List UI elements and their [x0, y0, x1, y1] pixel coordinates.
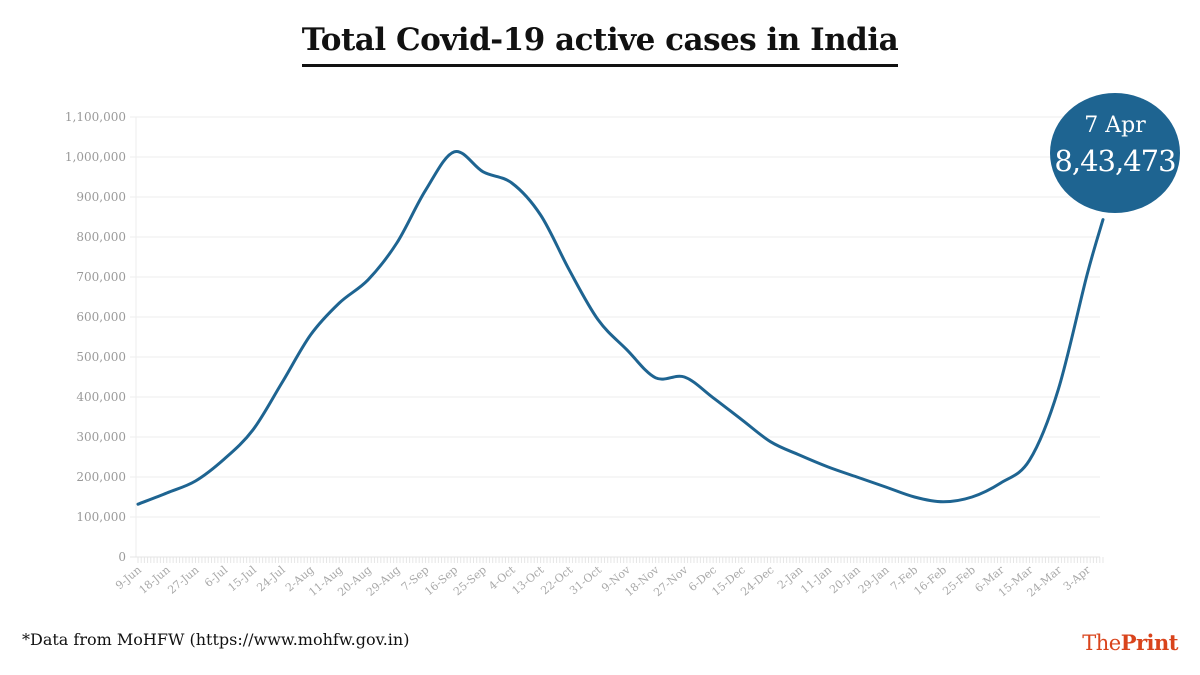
y-tick-label: 800,000: [76, 230, 126, 244]
x-tick-label: 27-Jun: [165, 563, 201, 596]
y-tick-label: 400,000: [76, 390, 126, 404]
y-tick-label: 500,000: [76, 350, 126, 364]
chart-title-wrap: Total Covid-19 active cases in India: [0, 22, 1200, 67]
x-tick-label: 29-Jan: [856, 563, 892, 596]
active-cases-line: [136, 150, 1105, 506]
x-tick-label: 11-Jan: [798, 563, 834, 596]
y-tick-label: 100,000: [76, 510, 126, 524]
x-tick-label: 15-Jul: [226, 563, 260, 594]
data-source-note: *Data from MoHFW (https://www.mohfw.gov.…: [22, 630, 410, 649]
y-tick-label: 900,000: [76, 190, 126, 204]
x-tick-label: 24-Dec: [738, 563, 776, 598]
y-tick-label: 200,000: [76, 470, 126, 484]
chart-title: Total Covid-19 active cases in India: [301, 22, 899, 67]
y-tick-label: 0: [118, 550, 126, 564]
y-axis-ticks: 0 100,000 200,000 300,000 400,000 500,000 600,…: [65, 110, 126, 564]
y-tick-label: 1,100,000: [65, 110, 126, 124]
logo-part-the: The: [1082, 631, 1121, 655]
x-tick-label: 20-Jan: [827, 563, 863, 596]
callout-date: 7 Apr: [1084, 113, 1146, 138]
latest-value-callout: 7 Apr 8,43,473: [1050, 93, 1180, 213]
y-tick-label: 1,000,000: [65, 150, 126, 164]
x-tick-label: 25-Feb: [940, 563, 978, 598]
x-tick-label: 18-Jun: [137, 563, 173, 596]
x-tick-label: 25-Sep: [451, 563, 489, 598]
y-tick-label: 600,000: [76, 310, 126, 324]
x-axis-minor-ticks: [137, 557, 1104, 563]
theprint-logo: ThePrint: [1082, 630, 1178, 655]
y-tick-label: 700,000: [76, 270, 126, 284]
y-tick-label: 300,000: [76, 430, 126, 444]
x-tick-label: 24-Jul: [254, 563, 288, 594]
x-tick-label: 3-Apr: [1061, 563, 1094, 593]
callout-value: 8,43,473: [1054, 144, 1176, 178]
logo-part-print: Print: [1120, 630, 1179, 655]
x-tick-label: 31-Oct: [567, 563, 604, 597]
